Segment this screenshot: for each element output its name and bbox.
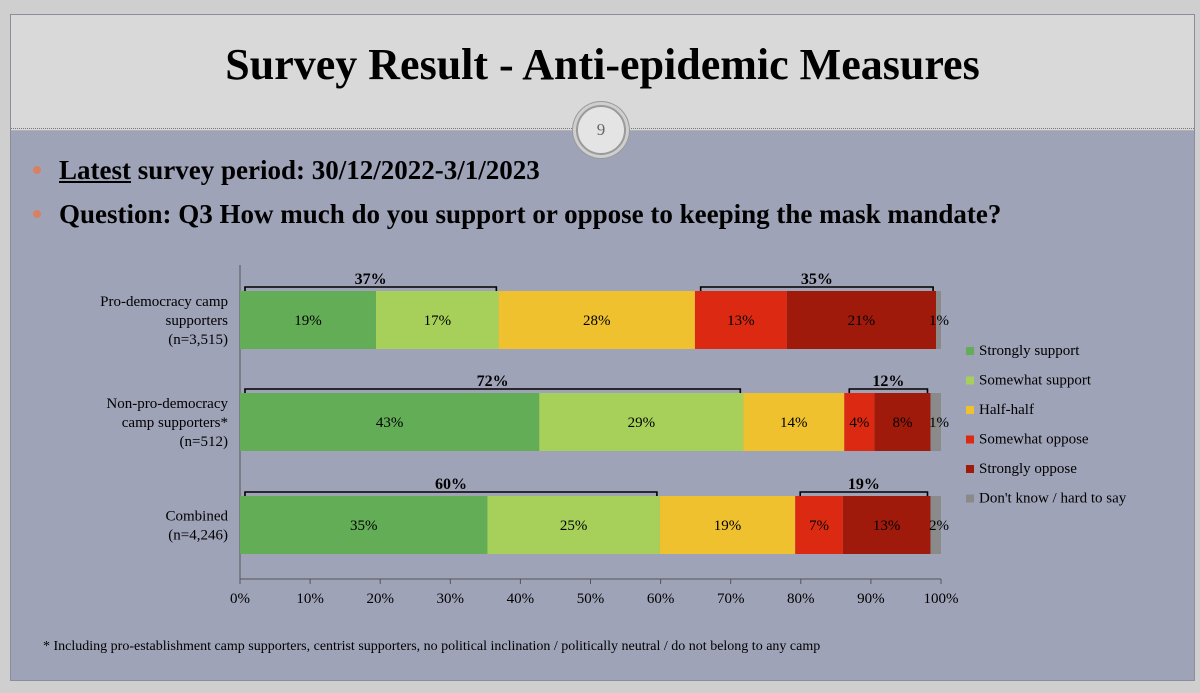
data-label: 1% bbox=[929, 415, 949, 431]
bar-segment bbox=[795, 496, 843, 554]
x-tick-label: 40% bbox=[507, 591, 535, 607]
bar-segment bbox=[936, 291, 941, 349]
bar-segment bbox=[930, 496, 941, 554]
bullet-question-text: Question: Q3 How much do you support or … bbox=[59, 199, 1002, 229]
bullet-period-text: survey period: 30/12/2022-3/1/2023 bbox=[130, 155, 540, 185]
bar-segment bbox=[930, 393, 941, 451]
data-label: 19% bbox=[714, 518, 742, 534]
category-label: Non-pro-democracy bbox=[106, 396, 228, 412]
x-tick-label: 20% bbox=[366, 591, 394, 607]
category-label: (n=512) bbox=[180, 434, 228, 450]
x-tick-label: 100% bbox=[924, 591, 959, 607]
x-tick-label: 90% bbox=[857, 591, 885, 607]
bullet-dot-icon bbox=[33, 165, 41, 174]
bullet-latest: Latest bbox=[59, 155, 131, 185]
bracket-line bbox=[244, 388, 742, 393]
bracket-label: 72% bbox=[477, 373, 509, 390]
bracket-label: 35% bbox=[801, 271, 833, 288]
x-tick-label: 30% bbox=[437, 591, 465, 607]
data-label: 2% bbox=[929, 518, 949, 534]
bullet-survey-period: Latest survey period: 30/12/2022-3/1/202… bbox=[33, 155, 540, 186]
category-label: Pro-democracy camp bbox=[100, 294, 228, 310]
bracket-label: 37% bbox=[355, 271, 387, 288]
bar-segment bbox=[743, 393, 845, 451]
legend-label: Half-half bbox=[979, 402, 1034, 418]
x-tick-label: 80% bbox=[787, 591, 815, 607]
data-label: 29% bbox=[628, 415, 656, 431]
bar-segment bbox=[240, 496, 488, 554]
bracket-label: 60% bbox=[435, 476, 467, 493]
bar-segment bbox=[844, 393, 875, 451]
bracket-line bbox=[799, 491, 929, 496]
data-label: 43% bbox=[376, 415, 404, 431]
category-label: (n=4,246) bbox=[168, 528, 228, 544]
legend-label: Strongly oppose bbox=[979, 461, 1077, 477]
slide-title: Survey Result - Anti-epidemic Measures bbox=[225, 40, 980, 89]
bracket-line bbox=[244, 286, 498, 291]
bar-segment bbox=[240, 393, 540, 451]
legend-swatch bbox=[966, 406, 974, 414]
bar-segment bbox=[874, 393, 931, 451]
data-label: 4% bbox=[849, 415, 869, 431]
bracket-line bbox=[848, 388, 929, 393]
data-label: 19% bbox=[294, 313, 322, 329]
footnote: * Including pro-establishment camp suppo… bbox=[43, 639, 821, 654]
legend-label: Strongly support bbox=[979, 343, 1080, 359]
legend-label: Somewhat support bbox=[979, 373, 1092, 389]
x-tick-label: 60% bbox=[647, 591, 675, 607]
bullet-dot-icon bbox=[33, 209, 41, 218]
bar-segment bbox=[694, 291, 787, 349]
bracket-line bbox=[244, 491, 658, 496]
x-tick-label: 10% bbox=[296, 591, 324, 607]
data-label: 28% bbox=[583, 313, 611, 329]
data-label: 13% bbox=[873, 518, 901, 534]
x-tick-label: 0% bbox=[230, 591, 250, 607]
legend-label: Don't know / hard to say bbox=[979, 491, 1127, 507]
bracket-label: 12% bbox=[872, 373, 904, 390]
data-label: 1% bbox=[929, 313, 949, 329]
bar-segment bbox=[375, 291, 499, 349]
legend-swatch bbox=[966, 465, 974, 473]
x-tick-label: 70% bbox=[717, 591, 745, 607]
bar-segment bbox=[498, 291, 695, 349]
bar-segment bbox=[786, 291, 937, 349]
bar-segment bbox=[539, 393, 744, 451]
x-tick-label: 50% bbox=[577, 591, 605, 607]
data-label: 13% bbox=[727, 313, 755, 329]
data-label: 7% bbox=[809, 518, 829, 534]
category-label: (n=3,515) bbox=[168, 332, 228, 348]
data-label: 14% bbox=[780, 415, 808, 431]
bullet-question: Question: Q3 How much do you support or … bbox=[33, 199, 1001, 230]
data-label: 8% bbox=[892, 415, 912, 431]
bar-segment bbox=[842, 496, 931, 554]
legend-swatch bbox=[966, 376, 974, 385]
slide: Survey Result - Anti-epidemic Measures 9… bbox=[10, 14, 1195, 681]
legend-swatch bbox=[966, 494, 974, 503]
data-label: 35% bbox=[350, 518, 378, 534]
legend-label: Somewhat oppose bbox=[979, 432, 1089, 448]
category-label: camp supporters* bbox=[122, 415, 228, 431]
data-label: 17% bbox=[424, 313, 452, 329]
data-label: 25% bbox=[560, 518, 588, 534]
legend-swatch bbox=[966, 435, 974, 444]
bracket-label: 19% bbox=[848, 476, 880, 493]
page-number: 9 bbox=[576, 105, 626, 155]
stacked-bar-chart: 0% 10% 20% 30% 40% 50% 60% 70% 80% 90% 100% 19% 17% 2… bbox=[100, 265, 1127, 607]
legend-swatch bbox=[966, 347, 974, 355]
bar-segment bbox=[240, 291, 376, 349]
bar-segment bbox=[659, 496, 796, 554]
category-label: supporters bbox=[166, 313, 229, 329]
bracket-line bbox=[699, 286, 934, 291]
bar-segment bbox=[487, 496, 660, 554]
data-label: 21% bbox=[848, 313, 876, 329]
category-label: Combined bbox=[166, 509, 229, 525]
